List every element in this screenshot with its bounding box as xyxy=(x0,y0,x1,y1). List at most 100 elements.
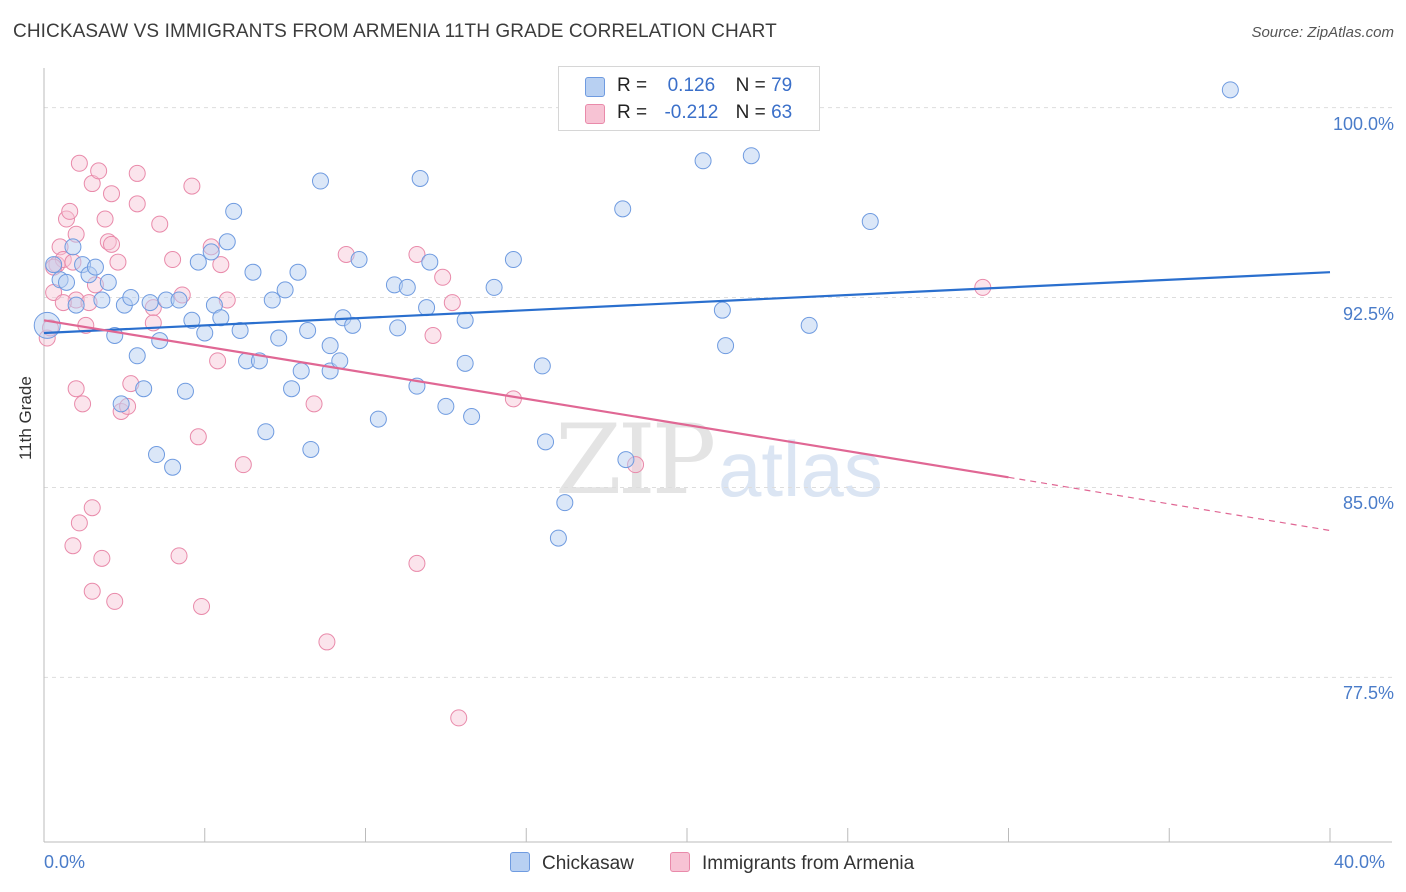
point-chickasaw xyxy=(717,337,735,355)
legend-swatch-armenia xyxy=(585,104,605,124)
point-chickasaw xyxy=(418,299,436,317)
point-chickasaw xyxy=(311,172,329,190)
point-chickasaw xyxy=(800,316,818,334)
point-chickasaw xyxy=(437,397,455,415)
point-chickasaw xyxy=(292,362,310,380)
point-chickasaw xyxy=(861,213,879,231)
point-chickasaw xyxy=(141,294,159,312)
point-armenia xyxy=(90,162,108,180)
point-chickasaw xyxy=(1221,81,1239,99)
point-chickasaw xyxy=(212,309,230,327)
bottom-legend-swatch-chickasaw xyxy=(510,852,530,872)
point-armenia xyxy=(504,390,522,408)
point-chickasaw xyxy=(456,311,474,329)
grid-lines xyxy=(44,107,1392,678)
point-chickasaw xyxy=(463,408,481,426)
point-chickasaw xyxy=(257,423,275,441)
trend-lines xyxy=(43,271,1331,532)
point-armenia xyxy=(61,202,79,220)
point-chickasaw xyxy=(64,238,82,256)
bottom-legend-label-armenia: Immigrants from Armenia xyxy=(702,853,915,874)
point-chickasaw xyxy=(556,494,574,512)
point-armenia xyxy=(128,195,146,213)
point-chickasaw xyxy=(350,251,368,269)
point-armenia xyxy=(318,633,336,651)
point-armenia xyxy=(424,327,442,345)
bottom-legend-label-chickasaw: Chickasaw xyxy=(542,853,634,874)
point-chickasaw xyxy=(456,354,474,372)
point-chickasaw xyxy=(122,289,140,307)
y-tick-label: 77.5% xyxy=(1342,683,1394,704)
point-armenia xyxy=(212,256,230,274)
point-chickasaw xyxy=(302,440,320,458)
point-chickasaw xyxy=(170,291,188,309)
correlation-legend: R = 0.126 N = 79 R = -0.212 N = 63 xyxy=(558,66,820,131)
point-chickasaw xyxy=(93,291,111,309)
point-armenia xyxy=(305,395,323,413)
point-armenia xyxy=(193,597,211,615)
point-chickasaw xyxy=(112,395,130,413)
point-chickasaw xyxy=(189,253,207,271)
point-chickasaw xyxy=(225,202,243,220)
point-chickasaw xyxy=(344,316,362,334)
point-armenia xyxy=(70,154,88,172)
point-chickasaw xyxy=(331,352,349,370)
point-armenia xyxy=(234,456,252,474)
trend-line-armenia xyxy=(43,319,1009,479)
point-armenia xyxy=(64,537,82,555)
chart-title: CHICKASAW VS IMMIGRANTS FROM ARMENIA 11T… xyxy=(13,21,777,42)
point-chickasaw xyxy=(617,451,635,469)
trend-line-chickasaw xyxy=(43,271,1331,335)
watermark-zip: ZIP xyxy=(555,404,716,516)
point-chickasaw xyxy=(86,258,104,276)
legend-n-label: N = xyxy=(735,75,766,96)
point-chickasaw xyxy=(270,329,288,347)
point-armenia xyxy=(83,582,101,600)
point-chickasaw xyxy=(276,281,294,299)
point-armenia xyxy=(209,352,227,370)
point-armenia xyxy=(443,294,461,312)
point-chickasaw xyxy=(533,357,551,375)
y-tick-label: 92.5% xyxy=(1342,303,1394,324)
watermark-atlas: atlas xyxy=(718,425,883,513)
point-armenia xyxy=(103,185,121,203)
point-chickasaw xyxy=(537,433,555,451)
point-chickasaw xyxy=(289,263,307,281)
y-tick-label: 85.0% xyxy=(1342,493,1394,514)
legend-r-label: R = xyxy=(617,75,648,96)
bottom-legend-swatch-armenia xyxy=(670,852,690,872)
trend-line-armenia-extension xyxy=(1008,476,1331,532)
bottom-legend-armenia: Immigrants from Armenia xyxy=(670,852,914,875)
point-chickasaw xyxy=(421,253,439,271)
point-chickasaw xyxy=(694,152,712,170)
point-chickasaw xyxy=(99,273,117,291)
legend-n-label: N = xyxy=(735,102,766,123)
point-chickasaw xyxy=(263,291,281,309)
x-tick-label-max: 40.0% xyxy=(1334,852,1386,872)
point-chickasaw xyxy=(135,380,153,398)
point-chickasaw xyxy=(713,301,731,319)
point-chickasaw xyxy=(202,243,220,261)
point-chickasaw xyxy=(549,529,567,547)
point-armenia xyxy=(128,164,146,182)
point-armenia xyxy=(83,499,101,517)
source-label: Source: ZipAtlas.com xyxy=(1251,24,1394,41)
point-armenia xyxy=(70,514,88,532)
point-chickasaw xyxy=(183,311,201,329)
legend-r-label: R = xyxy=(617,102,648,123)
point-chickasaw xyxy=(299,321,317,339)
point-armenia xyxy=(183,177,201,195)
point-chickasaw xyxy=(283,380,301,398)
point-armenia xyxy=(408,554,426,572)
point-armenia xyxy=(408,245,426,263)
point-chickasaw xyxy=(128,347,146,365)
point-armenia xyxy=(103,235,121,253)
point-armenia xyxy=(109,253,127,271)
point-chickasaw xyxy=(164,458,182,476)
point-armenia xyxy=(67,380,85,398)
point-chickasaw xyxy=(411,169,429,187)
point-armenia xyxy=(434,268,452,286)
point-armenia xyxy=(93,549,111,567)
point-armenia xyxy=(96,210,114,228)
